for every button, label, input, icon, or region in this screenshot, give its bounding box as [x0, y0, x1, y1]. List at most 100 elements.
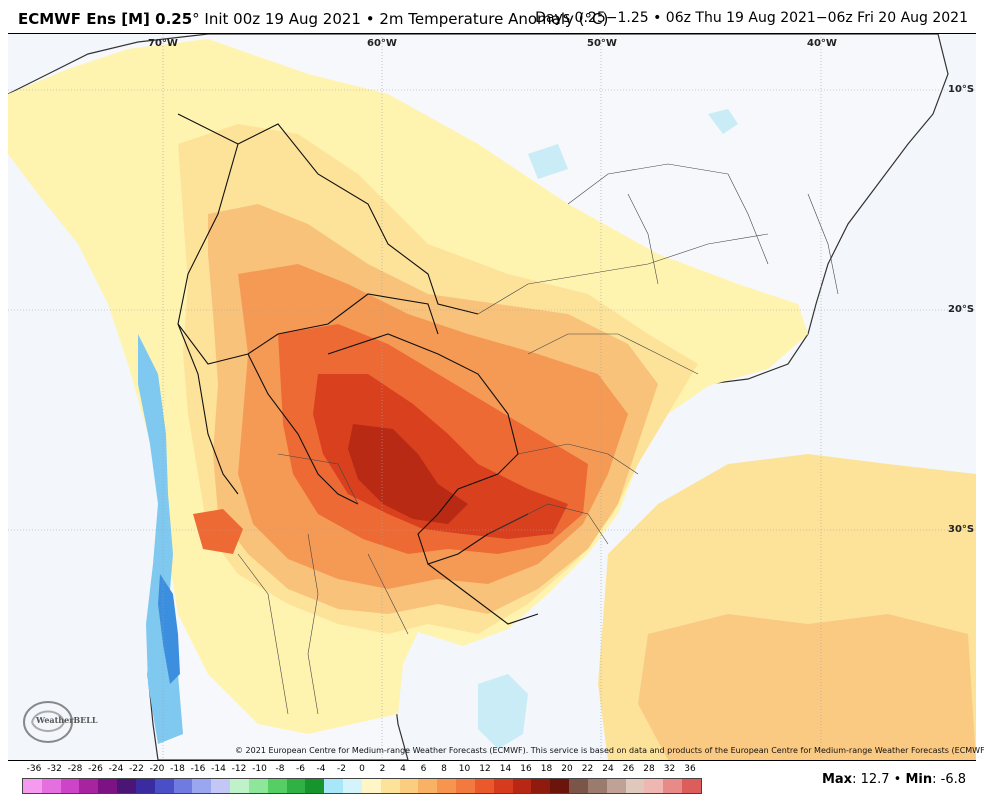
colorbar-swatch: [399, 779, 419, 793]
colorbar-tick-label: 22: [581, 764, 594, 774]
map-header: ECMWF Ens [M] 0.25° Init 00z 19 Aug 2021…: [0, 0, 984, 32]
anomaly-cool-plata: [478, 674, 528, 749]
anomaly-warm-6: [348, 424, 468, 524]
anomaly-atlantic-warm-inner: [638, 614, 976, 760]
max-label: Max: [821, 772, 853, 787]
colorbar-tick-label: -2: [337, 764, 346, 774]
anomaly-cool-atlantic-2: [528, 144, 568, 179]
model-name: ECMWF Ens [M] 0.25: [18, 10, 193, 28]
longitude-label-70w: 70°W: [148, 38, 178, 49]
colorbar-tick-label: -16: [190, 764, 206, 774]
colorbar-swatch: [361, 779, 381, 793]
latitude-label-30s: 30°S: [948, 524, 975, 535]
colorbar-swatch: [437, 779, 457, 793]
colorbar-tick-label: -28: [67, 764, 83, 774]
colorbar-tick-label: -18: [170, 764, 185, 774]
colorbar-tick-label: -14: [211, 764, 226, 774]
colorbar-tick-label: 32: [663, 764, 676, 774]
colorbar-tick-label: 2: [379, 764, 386, 774]
colorbar-swatch: [531, 779, 551, 793]
max-min-stats: Max: 12.7 • Min: -6.8: [822, 772, 966, 787]
colorbar-swatch: [343, 779, 362, 793]
colorbar-swatch: [41, 779, 61, 793]
colorbar-swatch: [663, 779, 682, 793]
anomaly-warm-andes-spot: [193, 509, 243, 554]
min-value: : -6.8: [932, 772, 966, 787]
latitude-label-20s: 20°S: [948, 304, 975, 315]
colorbar-swatch: [23, 779, 42, 793]
max-value: : 12.7 •: [852, 772, 906, 787]
colorbar-swatch: [380, 779, 400, 793]
colorbar-swatch: [98, 779, 118, 793]
colorbar-swatch: [117, 779, 136, 793]
colorbar-tick-label: -20: [149, 764, 165, 774]
colorbar-tick-label: 6: [420, 764, 427, 774]
weatherbell-logo: [23, 701, 73, 743]
colorbar-swatch: [230, 779, 249, 793]
colorbar-swatch: [625, 779, 645, 793]
colorbar-tick-label: 12: [479, 764, 491, 774]
colorbar-tick-label: -6: [296, 764, 305, 774]
colorbar-tick-label: -24: [108, 764, 124, 774]
colorbar-labels: -36 -32 -28 -26 -24 -22 -20 -18 -16 -14 -12 -10 -8 -6…: [22, 764, 702, 776]
colorbar-swatch: [154, 779, 174, 793]
colorbar-swatch: [324, 779, 344, 793]
valid-period: Days 0.25−1.25 • 06z Thu 19 Aug 2021−06z…: [535, 10, 968, 26]
longitude-label-60w: 60°W: [367, 38, 397, 49]
colorbar-swatch: [474, 779, 494, 793]
colorbar-swatch: [456, 779, 475, 793]
colorbar-tick-label: 0: [359, 764, 365, 774]
colorbar-tick-label: -8: [275, 764, 285, 774]
colorbar-swatch: [418, 779, 438, 793]
colorbar-tick-label: 20: [561, 764, 573, 774]
colorbar-tick-label: -22: [129, 764, 144, 774]
colorbar-tick-label: -36: [26, 764, 42, 774]
colorbar-tick-label: -4: [316, 764, 326, 774]
colorbar-swatch: [267, 779, 287, 793]
longitude-label-40w: 40°W: [807, 38, 837, 49]
colorbar-swatch: [644, 779, 664, 793]
colorbar-tick-label: 24: [602, 764, 614, 774]
colorbar-swatch: [587, 779, 607, 793]
colorbar-swatch: [305, 779, 325, 793]
graticule: [8, 34, 976, 760]
state-borders: [237, 163, 839, 715]
colorbar-tick-label: 8: [441, 764, 447, 774]
logo-text: WeatherBELL: [36, 715, 98, 725]
colorbar-swatch: [248, 779, 268, 793]
colorbar-tick-label: 4: [400, 764, 406, 774]
colorbar-tick-label: 14: [499, 764, 512, 774]
colorbar-swatch: [550, 779, 570, 793]
country-borders: [177, 113, 539, 625]
colorbar-tick-label: 36: [684, 764, 696, 774]
degree-symbol: °: [192, 10, 200, 28]
init-and-variable: Init 00z 19 Aug 2021 • 2m Temperature An…: [199, 10, 609, 28]
longitude-label-50w: 50°W: [587, 38, 617, 49]
colorbar-swatch: [60, 779, 80, 793]
min-label: Min: [905, 772, 933, 787]
colorbar-swatch: [211, 779, 231, 793]
anomaly-cool-andes-strong: [158, 574, 180, 684]
anomaly-cool-atlantic-1: [708, 109, 738, 134]
colorbar-tick-label: -26: [88, 764, 103, 774]
colorbar-tick-label: 28: [643, 764, 655, 774]
latitude-label-10s: 10°S: [948, 84, 975, 95]
colorbar-tick-label: -32: [47, 764, 62, 774]
colorbar-swatch: [286, 779, 306, 793]
colorbar-swatch: [569, 779, 588, 793]
map-panel: 70°W 60°W 50°W 40°W 10°S 20°S 30°S: [8, 33, 976, 761]
colorbar-swatch: [493, 779, 513, 793]
colorbar-swatch: [79, 779, 99, 793]
colorbar: [22, 778, 702, 794]
colorbar-tick-label: 26: [622, 764, 635, 774]
colorbar-swatch: [681, 779, 701, 793]
colorbar-tick-label: -12: [231, 764, 247, 774]
colorbar-swatch: [135, 779, 155, 793]
colorbar-swatch: [606, 779, 626, 793]
colorbar-swatch: [512, 779, 532, 793]
colorbar-tick-label: 16: [520, 764, 532, 774]
colorbar-swatch: [173, 779, 193, 793]
copyright-notice: © 2021 European Centre for Medium-range …: [235, 746, 984, 755]
colorbar-tick-label: -10: [252, 764, 267, 774]
colorbar-tick-label: 18: [540, 764, 553, 774]
